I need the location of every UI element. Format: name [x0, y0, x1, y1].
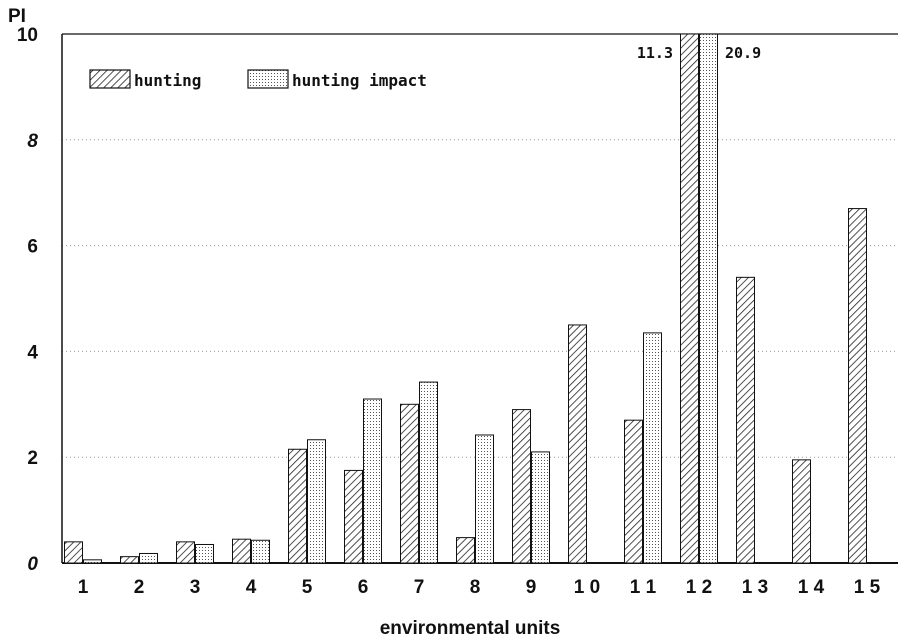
bar-hunting-14 [792, 459, 811, 564]
annotation-hunting: 11.3 [637, 44, 673, 62]
bar-hunting-3 [176, 541, 195, 564]
x-tick-label: 5 [302, 577, 313, 598]
y-tick-label: 8 [27, 131, 38, 152]
bar-hunting-9 [512, 409, 531, 564]
x-tick-label: 4 [246, 577, 257, 598]
bar-hunting-impact-2 [139, 552, 158, 564]
y-tick-labels: 0 2 4 6 8 10 [17, 25, 39, 575]
y-tick-label: 2 [27, 448, 38, 469]
x-tick-label: 2 [134, 577, 145, 598]
bar-hunting-15 [848, 208, 867, 564]
x-tick-label: 1 1 [630, 577, 657, 598]
x-tick-label: 9 [526, 577, 537, 598]
y-tick-label: 4 [27, 342, 38, 363]
bar-hunting-2 [120, 556, 139, 564]
annotations: 11.3 20.9 [637, 44, 761, 62]
legend: hunting hunting impact [89, 69, 427, 90]
gridlines [62, 139, 898, 458]
bar-hunting-6 [344, 469, 363, 564]
x-tick-label: 8 [470, 577, 481, 598]
bar-hunting-impact-3 [195, 543, 214, 564]
bar-hunting-11 [624, 419, 643, 564]
x-tick-label: 1 4 [798, 577, 825, 598]
bar-hunting-1 [64, 541, 83, 564]
bar-hunting-4 [232, 538, 251, 564]
legend-label-hunting: hunting [134, 71, 201, 90]
x-tick-label: 1 5 [854, 577, 881, 598]
bar-hunting-5 [288, 448, 307, 564]
x-tick-label: 3 [190, 577, 201, 598]
x-tick-label: 1 [78, 577, 89, 598]
y-tick-label: 6 [27, 237, 38, 258]
x-tick-label: 1 3 [742, 577, 768, 598]
bar-hunting-impact-8 [475, 434, 494, 564]
bar-hunting-impact-5 [307, 439, 326, 564]
bar-hunting-8 [456, 537, 475, 564]
x-tick-label: 7 [414, 577, 425, 598]
x-axis-title: environmental units [380, 618, 561, 639]
x-tick-label: 6 [358, 577, 369, 598]
y-axis-title: PI [8, 6, 26, 27]
annotation-hunting-impact: 20.9 [725, 44, 761, 62]
bar-hunting-impact-4 [251, 539, 270, 564]
bar-hunting-impact-9 [531, 451, 550, 564]
legend-swatch-hunting [89, 69, 131, 89]
x-tick-label: 1 0 [574, 577, 600, 598]
legend-label-hunting-impact: hunting impact [292, 71, 427, 90]
bar-hunting-impact-6 [363, 398, 382, 564]
legend-swatch-hunting-impact [247, 69, 289, 89]
x-tick-labels: 1 2 3 4 5 6 7 8 9 1 0 1 1 1 2 1 3 1 4 1 5 [78, 577, 881, 598]
bar-hunting-13 [736, 276, 755, 564]
y-tick-label: 0 [27, 554, 38, 575]
x-tick-label: 1 2 [686, 577, 712, 598]
bar-hunting-impact-7 [419, 381, 438, 564]
y-tick-label: 10 [17, 25, 38, 46]
bars [64, 33, 867, 564]
bar-hunting-12 [680, 33, 699, 564]
bar-hunting-impact-11 [643, 332, 662, 564]
bar-hunting-impact-1 [83, 559, 102, 564]
bar-hunting-7 [400, 403, 419, 564]
bar-hunting-10 [568, 324, 587, 564]
bar-hunting-impact-12 [699, 33, 718, 564]
